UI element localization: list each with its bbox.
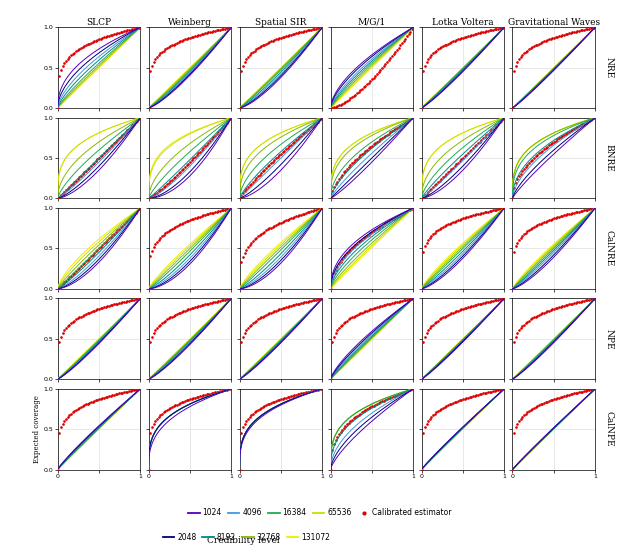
Y-axis label: NRE: NRE — [605, 57, 614, 78]
Legend: 2048, 8192, 32768, 131072: 2048, 8192, 32768, 131072 — [159, 530, 333, 545]
Y-axis label: Expected coverage: Expected coverage — [33, 395, 41, 463]
Title: Gravitational Waves: Gravitational Waves — [508, 17, 600, 27]
Title: SLCP: SLCP — [86, 17, 111, 27]
Title: M/G/1: M/G/1 — [358, 17, 386, 27]
Y-axis label: NPE: NPE — [605, 329, 614, 349]
Legend: 1024, 4096, 16384, 65536, Calibrated estimator: 1024, 4096, 16384, 65536, Calibrated est… — [185, 505, 455, 520]
Title: Lotka Voltera: Lotka Voltera — [432, 17, 493, 27]
Title: Weinberg: Weinberg — [168, 17, 212, 27]
Y-axis label: BNRE: BNRE — [605, 144, 614, 172]
Y-axis label: CalNRE: CalNRE — [605, 230, 614, 266]
Y-axis label: CalNPE: CalNPE — [605, 411, 614, 447]
Text: Credibility level: Credibility level — [207, 536, 280, 545]
Title: Spatial SIR: Spatial SIR — [255, 17, 307, 27]
